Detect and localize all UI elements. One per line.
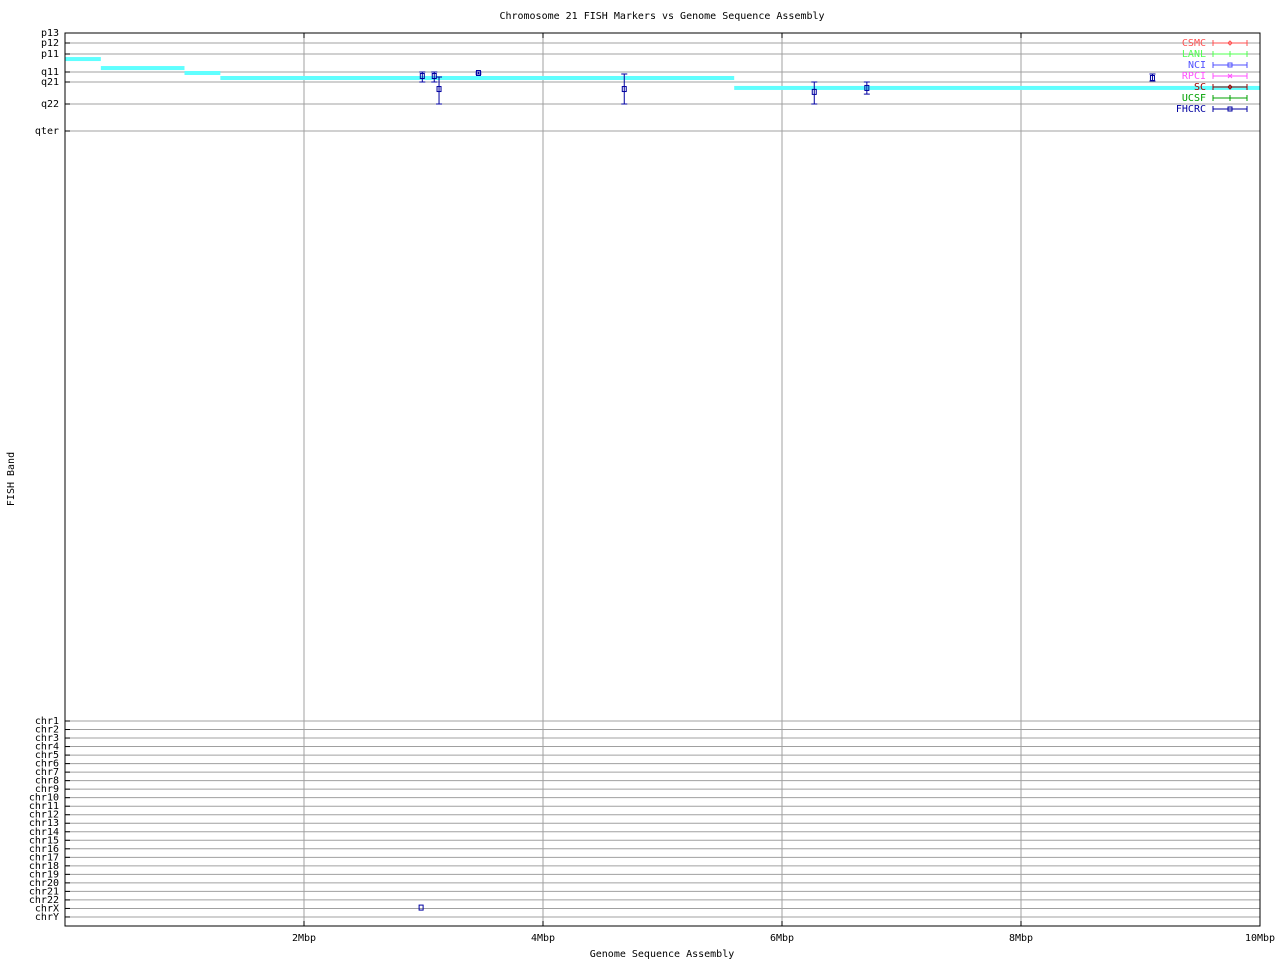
data-point [475,70,482,76]
y-tick-label: chr22 [29,895,59,906]
legend-entry: SC [1194,82,1248,93]
x-tick-label: 10Mbp [1245,933,1275,944]
axes: p13p12p11q11q21q22qterchr1chr2chr3chr4ch… [29,28,1275,944]
data-point [431,71,438,83]
y-tick-label: chr1 [35,716,59,727]
legend-entry: CSMC [1182,38,1248,49]
x-axis-label: Genome Sequence Assembly [590,949,735,960]
data-point [436,76,443,105]
point-marker [431,73,437,79]
y-tick-label: chr21 [29,886,59,897]
plot-border [64,32,1261,927]
y-axis-label: FISH Band [6,452,17,506]
y-tick-label: q21 [41,77,59,88]
legend-label: LANL [1182,49,1206,60]
y-tick-label: chr19 [29,869,59,880]
y-tick-label: chr6 [35,759,59,770]
y-tick-label: p11 [41,49,59,60]
data-point [1149,73,1156,82]
y-tick-label: chr7 [35,767,59,778]
y-tick-label: chr17 [29,852,59,863]
legend-entry: UCSF [1182,93,1248,104]
legend-symbol [1227,62,1233,68]
y-tick-label: chr10 [29,793,59,804]
legend-label: SC [1194,82,1206,93]
data-point [863,81,870,95]
y-tick-label: chr18 [29,861,59,872]
assembly-band-segment [100,66,185,71]
y-tick-label: chr2 [35,725,59,736]
data-point [621,73,628,105]
chart-title: Chromosome 21 FISH Markers vs Genome Seq… [499,11,824,22]
data-points [418,70,1156,911]
point-marker [418,904,424,911]
data-point [811,81,818,105]
legend-entry: NCI [1188,60,1248,71]
y-tick-label: chr4 [35,742,59,753]
legend-entry: LANL [1182,49,1248,60]
y-tick-label: p12 [41,38,59,49]
y-tick-label: chr3 [35,733,59,744]
legend-symbol [1227,73,1233,79]
y-tick-label: q11 [41,67,59,78]
y-tick-label: chr8 [35,776,59,787]
point-marker [475,70,481,76]
x-tick-label: 2Mbp [292,933,316,944]
point-marker [864,84,870,91]
point-marker [436,86,442,93]
legend-symbol [1227,106,1233,112]
x-tick-label: 4Mbp [531,933,555,944]
point-marker [811,88,817,95]
legend-label: CSMC [1182,38,1206,49]
legend-label: UCSF [1182,93,1206,104]
legend-label: NCI [1188,60,1206,71]
point-marker [419,73,425,79]
y-tick-label: chr14 [29,827,59,838]
point-marker [621,86,627,93]
y-tick-label: chr13 [29,818,59,829]
y-tick-label: chr20 [29,878,59,889]
y-tick-label: p13 [41,28,59,39]
assembly-band-segment [220,76,735,80]
y-tick-label: chr11 [29,801,59,812]
y-tick-label: chrY [35,912,59,923]
legend-symbol [1227,84,1233,90]
legend-symbol [1227,40,1233,46]
legend-label: RPCI [1182,71,1206,82]
y-tick-label: chr12 [29,810,59,821]
data-point [419,71,426,83]
x-tick-label: 6Mbp [770,933,794,944]
legend-entry: RPCI [1182,71,1248,82]
y-tick-label: qter [35,126,59,137]
data-point [418,904,424,911]
assembly-band-segment [734,85,1260,90]
point-marker [1149,75,1155,81]
assembly-band-segment [184,71,221,75]
legend-label: FHCRC [1176,104,1206,115]
y-tick-label: chr9 [35,784,59,795]
x-tick-label: 8Mbp [1009,933,1033,944]
assembly-bands [65,57,1260,90]
y-tick-label: chr15 [29,835,59,846]
y-tick-label: chr5 [35,750,59,761]
y-tick-label: chr16 [29,844,59,855]
legend-entry: FHCRC [1176,104,1248,115]
y-tick-label: q22 [41,99,59,110]
y-tick-label: chrX [35,903,59,914]
grid [65,32,1260,926]
assembly-band-segment [65,57,101,62]
